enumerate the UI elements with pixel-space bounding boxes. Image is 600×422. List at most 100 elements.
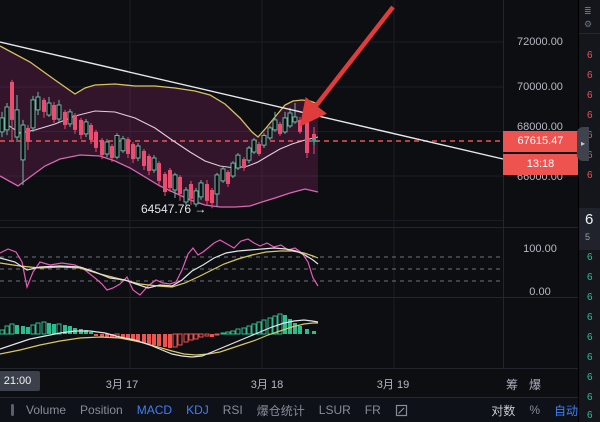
macd-bar	[283, 315, 287, 334]
orderbook-ask-row: 6	[587, 90, 593, 101]
toolbar-item-FR[interactable]: FR	[364, 403, 381, 417]
orderbook-ask-row: 6	[587, 70, 593, 81]
price-chart-canvas[interactable]	[0, 0, 578, 369]
macd-bar	[163, 334, 167, 347]
macd-bar	[204, 333, 210, 337]
bollinger-lower-line	[0, 154, 319, 208]
macd-bar	[9, 323, 15, 335]
candle-body-up	[193, 190, 199, 205]
orderbook-bid-row: 6	[587, 292, 593, 303]
macd-bar	[105, 334, 109, 338]
candle-body-down	[205, 184, 209, 201]
candle-body-down	[242, 159, 246, 168]
candle-body-down	[189, 184, 193, 199]
candle-body-down	[142, 150, 146, 166]
orderbook-toolbar-icon[interactable]: ⚙	[584, 19, 593, 29]
macd-bar	[147, 334, 151, 344]
descending-trendline[interactable]	[0, 41, 504, 160]
candle-body-down	[163, 174, 167, 192]
candle-body-down	[147, 156, 151, 171]
axis-toggle-爆[interactable]: 爆	[529, 378, 542, 392]
toolbar-handle-icon[interactable]	[11, 404, 14, 416]
kdj-j-line	[0, 238, 319, 296]
macd-bar	[172, 333, 178, 348]
toolbar-item-LSUR[interactable]: LSUR	[318, 403, 351, 417]
candle-body-down	[305, 117, 309, 153]
toolbar-item-RSI[interactable]: RSI	[222, 403, 243, 417]
candle-body-down	[257, 144, 261, 154]
orderbook-ask-row: 6	[587, 170, 593, 181]
macd-bar	[210, 334, 214, 337]
candle-body-up	[220, 168, 226, 182]
axis-toggle-筹[interactable]: 筹	[506, 378, 519, 392]
bollinger-upper-line	[0, 45, 319, 138]
toolbar-item-自动[interactable]: 自动	[553, 403, 578, 418]
oscillator-axis-label: 100.00	[523, 243, 557, 255]
candle-body-down	[312, 133, 316, 140]
candle-body-down	[110, 146, 114, 158]
candle-body-up	[14, 109, 20, 138]
candle-body-up	[135, 145, 141, 159]
macd-bar	[157, 334, 161, 346]
macd-bar	[4, 325, 10, 335]
toolbar-item-KDJ[interactable]: KDJ	[186, 403, 209, 417]
orderbook-ask-row: 6	[587, 110, 593, 121]
orderbook-toolbar-icon[interactable]: ≣	[584, 6, 592, 16]
macd-bar	[30, 324, 36, 335]
orderbook-bid-row: 6	[587, 272, 593, 283]
macd-bar	[256, 321, 262, 335]
candle-body-up	[0, 117, 5, 133]
kdj-d-line	[0, 250, 319, 288]
candle-body-up	[4, 106, 10, 131]
low-price-annotation: 64547.76 →	[141, 202, 207, 216]
macd-bar	[121, 334, 125, 338]
macd-bar	[47, 323, 51, 334]
candle-body-down	[168, 170, 172, 188]
candle-body-up	[183, 189, 189, 203]
candle-body-up	[287, 112, 293, 127]
candle-countdown-tag: 13:18	[503, 154, 578, 175]
macd-bar	[241, 327, 247, 335]
candle-body-down	[79, 119, 83, 135]
macd-bar	[35, 322, 41, 335]
toolbar-item-Position[interactable]: Position	[80, 403, 123, 417]
macd-bar	[142, 334, 146, 343]
orderbook-ask-row: 6	[587, 150, 593, 161]
macd-bar	[198, 333, 204, 338]
toolbar-item-%[interactable]: %	[529, 403, 540, 417]
macd-bar	[261, 319, 267, 335]
macd-bar	[214, 333, 220, 336]
toolbar-item-爆仓统计[interactable]: 爆仓统计	[256, 403, 305, 418]
macd-bar	[230, 330, 236, 335]
orderbook-strip[interactable]: 6 5 ≣ ⚙ 6 6 6 6 6 6 6 6 6 6 6 6 6 6 6 6	[578, 0, 600, 422]
candle-body-down	[94, 131, 98, 148]
candle-body-up	[56, 104, 62, 120]
macd-dea-line	[0, 322, 318, 356]
macd-bar	[15, 325, 19, 334]
annotation-arrow[interactable]	[299, 5, 395, 127]
toolbar-item-对数[interactable]: 对数	[491, 403, 516, 418]
macd-bar	[126, 334, 130, 339]
candle-body-down	[100, 140, 104, 156]
candle-body-down	[278, 123, 282, 134]
macd-bar	[168, 334, 172, 348]
candle-body-down	[210, 190, 214, 204]
orderbook-bid-row: 6	[587, 410, 593, 421]
candle-body-down	[226, 172, 230, 184]
candle-body-up	[267, 127, 273, 139]
date-axis-label: 3月 19	[376, 379, 410, 391]
candle-body-down	[26, 127, 30, 142]
candle-body-down	[298, 119, 302, 132]
bollinger-middle-line	[0, 110, 319, 169]
price-axis-label: 72000.00	[517, 36, 563, 48]
candle-body-down	[52, 105, 56, 120]
toolbar-item-Volume[interactable]: Volume	[26, 403, 67, 417]
candle-body-up	[104, 141, 110, 155]
indicator-toolbar: Volume Position MACD KDJ RSI 爆仓统计 LSUR FR 对数% 自动	[0, 397, 578, 422]
candle-body-down	[178, 176, 182, 194]
macd-bar	[188, 333, 194, 341]
orderbook-expand-button[interactable]: ▸	[577, 127, 589, 161]
toolbar-item-MACD[interactable]: MACD	[136, 403, 173, 417]
draw-icon[interactable]	[395, 404, 408, 417]
macd-dif-line	[0, 319, 319, 358]
